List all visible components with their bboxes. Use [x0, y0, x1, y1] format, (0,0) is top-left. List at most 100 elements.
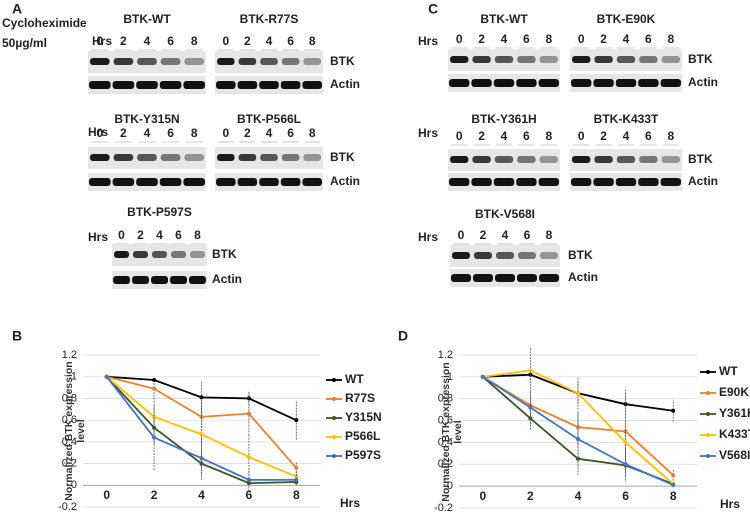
time-label: 6 [523, 129, 530, 143]
btk-band [260, 154, 278, 161]
point [671, 483, 676, 488]
btk-band [594, 156, 613, 163]
y-tick-label: 0.4 [438, 436, 453, 448]
treatment: Cycloheximide [2, 16, 87, 30]
btk-band [539, 156, 558, 163]
btk-band [517, 156, 536, 163]
time-label: 4 [501, 129, 508, 143]
btk-band [260, 58, 278, 65]
point [199, 395, 204, 400]
btk-band [616, 156, 636, 163]
time-label: 8 [309, 126, 316, 140]
btk-band [540, 252, 558, 259]
point [671, 473, 676, 478]
x-tick-label: 2 [151, 488, 158, 502]
actin-band [280, 81, 301, 89]
y-tick-label: 0.2 [62, 457, 77, 469]
y-tick-label: 0 [71, 479, 77, 491]
actin-band [615, 79, 637, 87]
time-label: 2 [600, 32, 607, 46]
time-label: 2 [120, 126, 127, 140]
actin-band [593, 178, 614, 186]
legend-label: Y315N [345, 410, 382, 424]
actin-label: Actin [688, 75, 718, 89]
btk-label: BTK [330, 54, 355, 68]
time-label: 8 [545, 32, 552, 46]
btk-band [114, 251, 129, 258]
legend-marker [332, 416, 336, 420]
point [294, 418, 299, 423]
btk-band [661, 56, 680, 63]
blot-title: BTK-WT [480, 12, 528, 26]
y-tick-label: 1 [71, 371, 77, 383]
point [528, 405, 533, 410]
point [528, 368, 533, 373]
actin-band [112, 178, 135, 186]
legend-marker [706, 454, 710, 458]
legend-label: P597S [345, 448, 381, 462]
time-label: 4 [156, 228, 163, 242]
time-label: 2 [600, 129, 607, 143]
actin-band [151, 276, 168, 284]
btk-label: BTK [568, 248, 593, 262]
hrs-label: Hrs [88, 125, 108, 139]
btk-band [639, 56, 658, 63]
time-label: 4 [623, 32, 630, 46]
legend-label: WT [719, 364, 738, 378]
actin-band [449, 79, 470, 87]
x-tick-label: 8 [293, 488, 300, 502]
actin-band [571, 178, 592, 186]
actin-band [539, 274, 559, 282]
time-label: 8 [191, 126, 198, 140]
blot-title: BTK-K433T [594, 112, 659, 126]
actin-band [216, 178, 236, 186]
time-label: 4 [144, 34, 151, 48]
btk-band [303, 58, 321, 65]
panel-letter: A [12, 1, 22, 17]
actin-band [449, 178, 470, 186]
btk-label: BTK [688, 152, 713, 166]
time-label: 2 [137, 228, 144, 242]
blot-title: BTK-Y361H [471, 112, 536, 126]
actin-band [189, 276, 206, 284]
x-tick-label: 8 [670, 489, 677, 503]
y-tick-label: -0.2 [58, 501, 77, 513]
legend-marker [706, 433, 710, 437]
panel-letter: D [398, 328, 408, 344]
btk-band [217, 154, 235, 161]
time-label: 8 [191, 34, 198, 48]
actin-band [302, 178, 322, 186]
legend-marker [332, 378, 336, 382]
point [199, 432, 204, 437]
legend-label: WT [345, 372, 364, 386]
time-label: 6 [167, 34, 174, 48]
time-label: 0 [96, 34, 103, 48]
actin-band [495, 274, 515, 282]
point [528, 416, 533, 421]
btk-band [517, 56, 536, 63]
panel-letter: C [428, 1, 438, 17]
time-label: 4 [501, 32, 508, 46]
btk-band [616, 56, 636, 63]
point [576, 437, 580, 442]
point [246, 411, 251, 416]
x-tick-label: 6 [246, 488, 253, 502]
point [576, 391, 580, 396]
legend-label: P566L [345, 429, 380, 443]
btk-band [494, 56, 514, 63]
y-tick-label: 0.8 [438, 393, 453, 405]
actin-label: Actin [568, 270, 598, 284]
btk-band [494, 156, 514, 163]
btk-band [184, 154, 204, 161]
actin-band [237, 81, 258, 89]
x-tick-label: 4 [575, 489, 582, 503]
btk-band [661, 156, 680, 163]
time-label: 2 [478, 32, 485, 46]
point [152, 435, 157, 440]
time-label: 2 [120, 34, 127, 48]
time-label: 8 [545, 129, 552, 143]
time-label: 6 [287, 34, 294, 48]
actin-band [493, 178, 515, 186]
legend-label: R77S [345, 391, 375, 405]
